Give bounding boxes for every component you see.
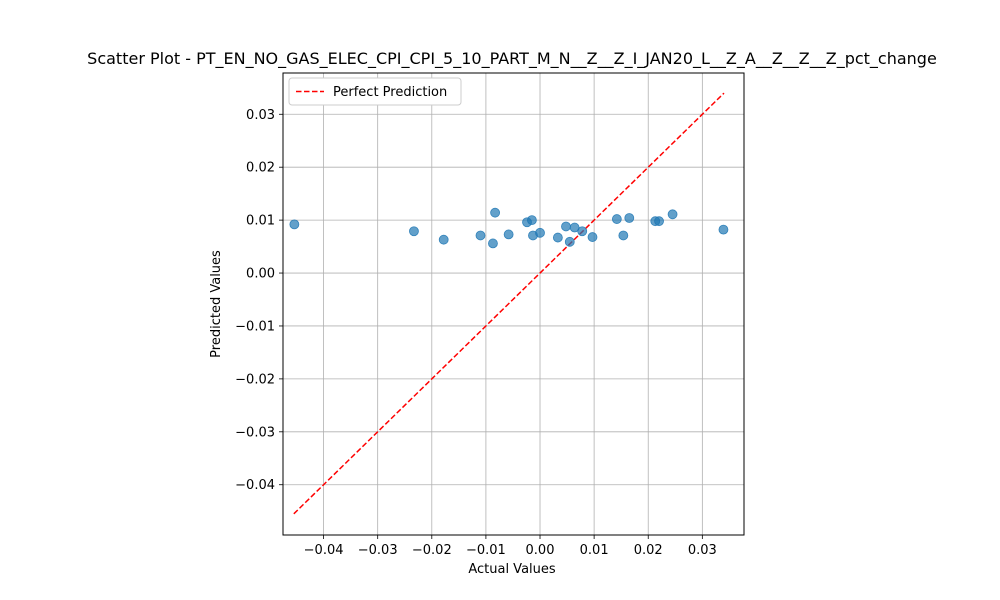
legend: Perfect Prediction [288, 77, 462, 106]
data-point [438, 234, 449, 245]
y-tick-label: 0.03 [246, 108, 275, 123]
y-tick-label: 0.00 [246, 267, 275, 282]
data-point [526, 215, 537, 226]
plot-area-frame [282, 72, 745, 536]
data-point [564, 236, 575, 247]
data-point [624, 213, 635, 223]
y-tick-label: 0.02 [246, 161, 275, 176]
data-point [718, 224, 729, 235]
x-tick-label: 0.02 [634, 543, 663, 558]
y-tick-label: −0.03 [235, 425, 275, 440]
y-tick-label: −0.01 [235, 319, 275, 334]
legend-entry-perfect-prediction: Perfect Prediction [333, 85, 447, 100]
y-axis-ticks: −0.04 −0.03 −0.02 −0.01 0.00 0.01 0.02 0.03 [235, 108, 283, 493]
data-point [475, 230, 486, 241]
reference-line-layer [293, 92, 725, 515]
x-tick-label: 0.01 [580, 543, 609, 558]
data-point [488, 238, 498, 249]
data-point [611, 214, 622, 224]
legend-box [288, 77, 462, 106]
data-point [667, 209, 678, 220]
x-tick-label: −0.03 [358, 543, 398, 558]
data-point [490, 207, 501, 218]
data-point [587, 232, 598, 242]
x-tick-label: −0.02 [412, 543, 452, 558]
data-point [654, 216, 664, 227]
x-tick-label: 0.00 [526, 543, 555, 558]
chart-title: Scatter Plot - PT_EN_NO_GAS_ELEC_CPI_CPI… [87, 49, 937, 69]
x-tick-label: 0.03 [688, 543, 717, 558]
data-point [409, 226, 419, 237]
y-tick-label: −0.02 [235, 372, 275, 387]
data-point [561, 221, 571, 232]
data-point [289, 219, 300, 230]
data-point [503, 229, 514, 240]
x-tick-label: −0.04 [304, 543, 344, 558]
perfect-prediction-line [293, 92, 725, 515]
data-point [552, 232, 563, 243]
y-tick-label: −0.04 [235, 478, 275, 493]
x-axis-ticks: −0.04 −0.03 −0.02 −0.01 0.00 0.01 0.02 0.03 [304, 535, 717, 558]
data-points [289, 207, 729, 249]
data-point [535, 227, 545, 238]
y-tick-label: 0.01 [246, 214, 275, 229]
x-axis-label: Actual Values [468, 562, 556, 577]
y-axis-label: Predicted Values [209, 250, 224, 358]
x-tick-label: −0.01 [466, 543, 506, 558]
data-point [618, 230, 629, 241]
data-point [577, 226, 588, 237]
grid-lines [283, 73, 744, 535]
